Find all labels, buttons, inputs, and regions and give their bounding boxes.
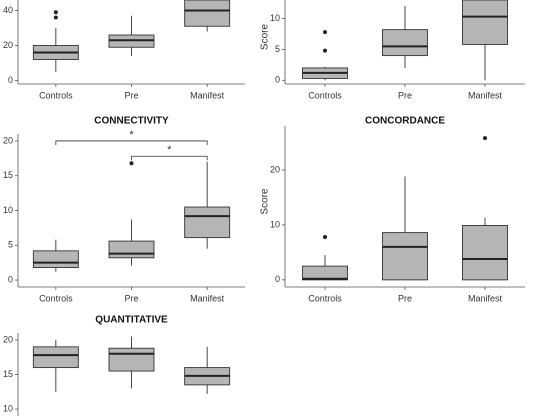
box bbox=[32, 346, 79, 369]
y-tick-label: 15 bbox=[3, 369, 13, 379]
y-tick-label: 10 bbox=[270, 219, 280, 229]
y-tick-label: 5 bbox=[8, 240, 13, 250]
y-tick-label: 0 bbox=[8, 75, 13, 85]
box bbox=[382, 29, 428, 57]
y-tick-label: 10 bbox=[270, 13, 280, 23]
y-tick-label: 20 bbox=[270, 164, 280, 174]
outlier bbox=[323, 234, 327, 239]
y-tick-label: 15 bbox=[3, 170, 13, 180]
x-tick-label: Manifest bbox=[190, 293, 225, 303]
y-tick-label: 0 bbox=[275, 274, 280, 284]
x-tick-label: Manifest bbox=[190, 90, 225, 100]
x-tick-label: Controls bbox=[39, 293, 73, 303]
significance-label: * bbox=[167, 144, 172, 156]
outlier bbox=[53, 15, 58, 20]
x-tick-label: Controls bbox=[308, 90, 342, 100]
y-tick-label: 0 bbox=[8, 274, 13, 284]
panel-title: CONNECTIVITY bbox=[94, 116, 169, 127]
box bbox=[32, 250, 79, 268]
outlier bbox=[129, 161, 134, 166]
box bbox=[184, 206, 231, 239]
box bbox=[462, 0, 508, 45]
x-tick-label: Manifest bbox=[468, 90, 503, 100]
box bbox=[462, 225, 508, 281]
significance-bracket bbox=[131, 155, 208, 161]
x-tick-label: Pre bbox=[124, 90, 138, 100]
box bbox=[382, 232, 428, 281]
y-axis-label: Score bbox=[260, 188, 271, 215]
x-tick-label: Manifest bbox=[468, 293, 503, 303]
outlier bbox=[53, 10, 58, 15]
y-tick-label: 20 bbox=[3, 135, 13, 145]
box bbox=[108, 347, 155, 372]
y-tick-label: 0 bbox=[275, 75, 280, 85]
x-tick-label: Pre bbox=[398, 90, 412, 100]
y-tick-label: 5 bbox=[275, 44, 280, 54]
box bbox=[108, 240, 155, 259]
y-axis-label: Score bbox=[260, 24, 271, 51]
outlier bbox=[323, 30, 327, 35]
panel-title: QUANTITATIVE bbox=[95, 315, 168, 326]
y-tick-label: 20 bbox=[3, 334, 13, 344]
outlier bbox=[483, 136, 487, 141]
y-tick-label: 20 bbox=[3, 40, 13, 50]
x-tick-label: Controls bbox=[308, 293, 342, 303]
x-tick-label: Pre bbox=[398, 293, 412, 303]
x-tick-label: Controls bbox=[39, 90, 73, 100]
outlier bbox=[323, 48, 327, 53]
significance-label: * bbox=[129, 129, 134, 141]
y-tick-label: 10 bbox=[3, 403, 13, 413]
y-tick-label: 10 bbox=[3, 205, 13, 215]
panel-title: CONCORDANCE bbox=[365, 116, 445, 127]
y-tick-label: 40 bbox=[3, 5, 13, 15]
x-tick-label: Pre bbox=[124, 293, 138, 303]
box bbox=[302, 265, 348, 281]
box bbox=[184, 0, 231, 27]
significance-bracket bbox=[55, 140, 208, 145]
